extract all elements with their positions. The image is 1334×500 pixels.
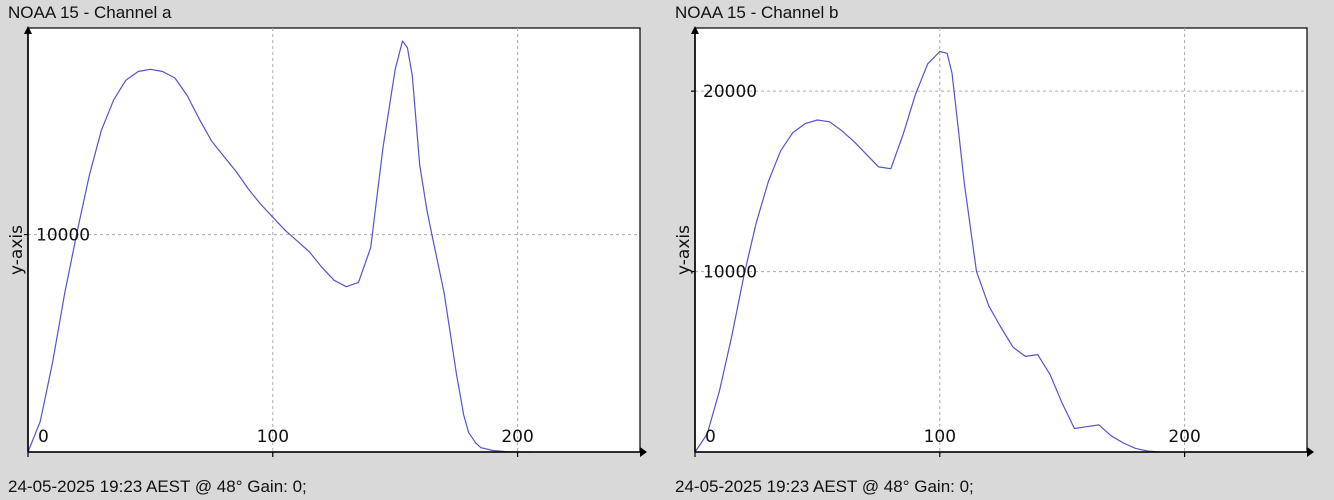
y-tick-label: 10000 bbox=[36, 226, 90, 246]
series-line bbox=[694, 50, 1161, 453]
chart-title: NOAA 15 - Channel b bbox=[675, 3, 839, 22]
x-axis-arrow bbox=[640, 447, 647, 457]
plot-area bbox=[27, 27, 641, 453]
x-tick-label: 200 bbox=[1168, 427, 1200, 447]
series-line bbox=[27, 40, 530, 453]
line-chart-b: 0 100 200 10000 20000 y-axis bbox=[674, 26, 1314, 457]
y-axis-arrow bbox=[691, 26, 699, 34]
x-tick-label: 200 bbox=[501, 427, 533, 447]
chart-title: NOAA 15 - Channel a bbox=[8, 3, 172, 22]
status-footer: 24-05-2025 19:23 AEST @ 48° Gain: 0; bbox=[8, 477, 307, 496]
x-tick-label: 100 bbox=[924, 427, 956, 447]
line-chart-a: 0 100 200 10000 y-axis bbox=[7, 26, 647, 457]
y-axis-label: y-axis bbox=[7, 225, 27, 275]
x-axis-arrow bbox=[1307, 447, 1314, 457]
x-tick-label: 100 bbox=[257, 427, 289, 447]
chart-panel-b: NOAA 15 - Channel b 0 100 200 10000 20000 y-a… bbox=[667, 0, 1334, 500]
plot-area bbox=[694, 27, 1308, 453]
y-tick-label: 20000 bbox=[703, 82, 757, 102]
x-tick-label: 0 bbox=[705, 427, 716, 447]
chart-panel-a: NOAA 15 - Channel a 0 100 200 10000 y-axis 2… bbox=[7, 3, 647, 496]
y-axis-label: y-axis bbox=[674, 225, 694, 275]
x-tick-label: 0 bbox=[38, 427, 49, 447]
status-footer: 24-05-2025 19:23 AEST @ 48° Gain: 0; bbox=[675, 477, 974, 496]
y-axis-arrow bbox=[24, 26, 32, 34]
y-tick-label: 10000 bbox=[703, 263, 757, 283]
